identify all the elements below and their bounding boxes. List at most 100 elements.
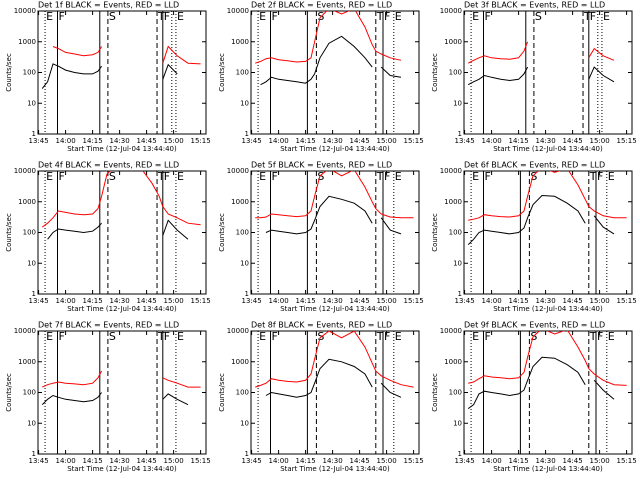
panel: Det 1f BLACK = Events, RED = LLD 1 10 100 10… [5, 1, 211, 154]
y-axis-label: Counts/sec [431, 213, 439, 252]
y-tick-label: 10000 [440, 167, 462, 175]
panel-title: Det 2f BLACK = Events, RED = LLD [251, 1, 392, 10]
x-tick-label: 13:45 [29, 457, 49, 465]
marker-label: T [157, 10, 165, 23]
y-tick-label: 100 [23, 389, 36, 397]
x-tick-label: 14:45 [563, 137, 583, 145]
x-tick-label: 14:15 [83, 457, 103, 465]
x-tick-label: 15:15 [404, 297, 424, 305]
y-tick-label: 1 [458, 130, 462, 138]
y-tick-label: 10 [27, 99, 36, 107]
series-line [255, 331, 414, 388]
x-tick-label: 13:45 [242, 297, 262, 305]
x-tick-label: 13:45 [242, 137, 262, 145]
series-line [260, 35, 373, 86]
marker-label: F [271, 10, 277, 23]
panel-title: Det 3f BLACK = Events, RED = LLD [464, 1, 605, 10]
x-tick-label: 14:45 [350, 137, 370, 145]
marker-label: S [317, 170, 324, 183]
series-line [47, 222, 102, 240]
y-tick-label: 10 [453, 99, 462, 107]
plot-frame [37, 170, 207, 295]
y-tick-label: 10 [240, 99, 249, 107]
x-tick-label: 14:15 [296, 137, 316, 145]
series-line [41, 63, 103, 89]
series-line [467, 66, 529, 86]
x-tick-label: 15:00 [164, 457, 184, 465]
x-tick-label: 14:30 [536, 457, 556, 465]
series-line [162, 393, 189, 406]
y-tick-label: 100 [236, 229, 249, 237]
plot-frame [37, 10, 207, 135]
y-tick-label: 10 [27, 259, 36, 267]
x-tick-label: 15:00 [164, 137, 184, 145]
y-tick-label: 1 [32, 130, 36, 138]
panel: Det 5f BLACK = Events, RED = LLD 1 10 100 10… [218, 161, 424, 314]
marker-label: F [484, 330, 490, 343]
series-line [468, 331, 627, 386]
panel: Det 8f BLACK = Events, RED = LLD 1 10 100 10… [218, 321, 424, 474]
y-axis-label: Counts/sec [431, 373, 439, 412]
x-tick-label: 13:45 [455, 457, 475, 465]
x-tick-label: 14:15 [509, 457, 529, 465]
marker-label: F [384, 170, 390, 183]
x-tick-label: 15:00 [377, 137, 397, 145]
x-tick-label: 14:15 [509, 297, 529, 305]
x-tick-label: 15:15 [617, 297, 637, 305]
panel-title: Det 5f BLACK = Events, RED = LLD [251, 161, 392, 170]
marker-label: E [177, 330, 184, 343]
y-tick-label: 10000 [440, 327, 462, 335]
marker-label: T [376, 170, 384, 183]
y-tick-label: 10000 [227, 7, 249, 15]
marker-label: E [177, 170, 184, 183]
x-tick-label: 15:15 [404, 137, 424, 145]
x-tick-label: 15:00 [590, 137, 610, 145]
x-tick-label: 14:45 [563, 457, 583, 465]
marker-label: F [597, 330, 603, 343]
x-tick-label: 14:00 [269, 137, 289, 145]
marker-label: F [484, 10, 490, 23]
x-tick-label: 15:15 [617, 457, 637, 465]
x-axis-label: Start Time (12-Jul-04 13:44:40) [280, 465, 390, 473]
y-tick-label: 10 [453, 419, 462, 427]
series-line [162, 63, 178, 80]
x-tick-label: 15:15 [191, 457, 211, 465]
x-tick-label: 13:45 [455, 297, 475, 305]
marker-label: F [597, 170, 603, 183]
marker-label: F [164, 10, 170, 23]
marker-label: F [384, 10, 390, 23]
series-line [593, 379, 615, 400]
y-tick-label: 1 [458, 290, 462, 298]
x-tick-label: 14:45 [350, 457, 370, 465]
marker-label: E [603, 10, 610, 23]
y-axis-label: Counts/sec [218, 373, 226, 412]
y-tick-label: 1000 [18, 38, 36, 46]
marker-label: T [376, 330, 384, 343]
x-axis-label: Start Time (12-Jul-04 13:44:40) [280, 145, 390, 153]
marker-label: S [530, 170, 537, 183]
marker-label: S [109, 10, 116, 23]
plot-frame [37, 330, 207, 455]
x-tick-label: 14:45 [137, 297, 157, 305]
y-tick-label: 1 [245, 290, 249, 298]
x-axis-label: Start Time (12-Jul-04 13:44:40) [493, 305, 603, 313]
y-tick-label: 1000 [444, 358, 462, 366]
panel-title: Det 4f BLACK = Events, RED = LLD [38, 161, 179, 170]
y-tick-label: 100 [449, 69, 462, 77]
panel: Det 2f BLACK = Events, RED = LLD 1 10 100 10… [218, 1, 424, 154]
marker-label: T [589, 330, 597, 343]
x-tick-label: 15:00 [164, 297, 184, 305]
x-tick-label: 14:30 [110, 297, 130, 305]
series-line [468, 171, 627, 221]
x-tick-label: 14:00 [56, 137, 76, 145]
series-line [52, 46, 103, 57]
marker-label: F [384, 330, 390, 343]
y-tick-label: 100 [236, 69, 249, 77]
y-tick-label: 1000 [18, 358, 36, 366]
x-tick-label: 14:15 [83, 297, 103, 305]
series-line [162, 377, 201, 388]
series-line [588, 66, 615, 83]
y-tick-label: 10000 [227, 327, 249, 335]
marker-label: E [608, 330, 615, 343]
panel-title: Det 6f BLACK = Events, RED = LLD [464, 161, 605, 170]
